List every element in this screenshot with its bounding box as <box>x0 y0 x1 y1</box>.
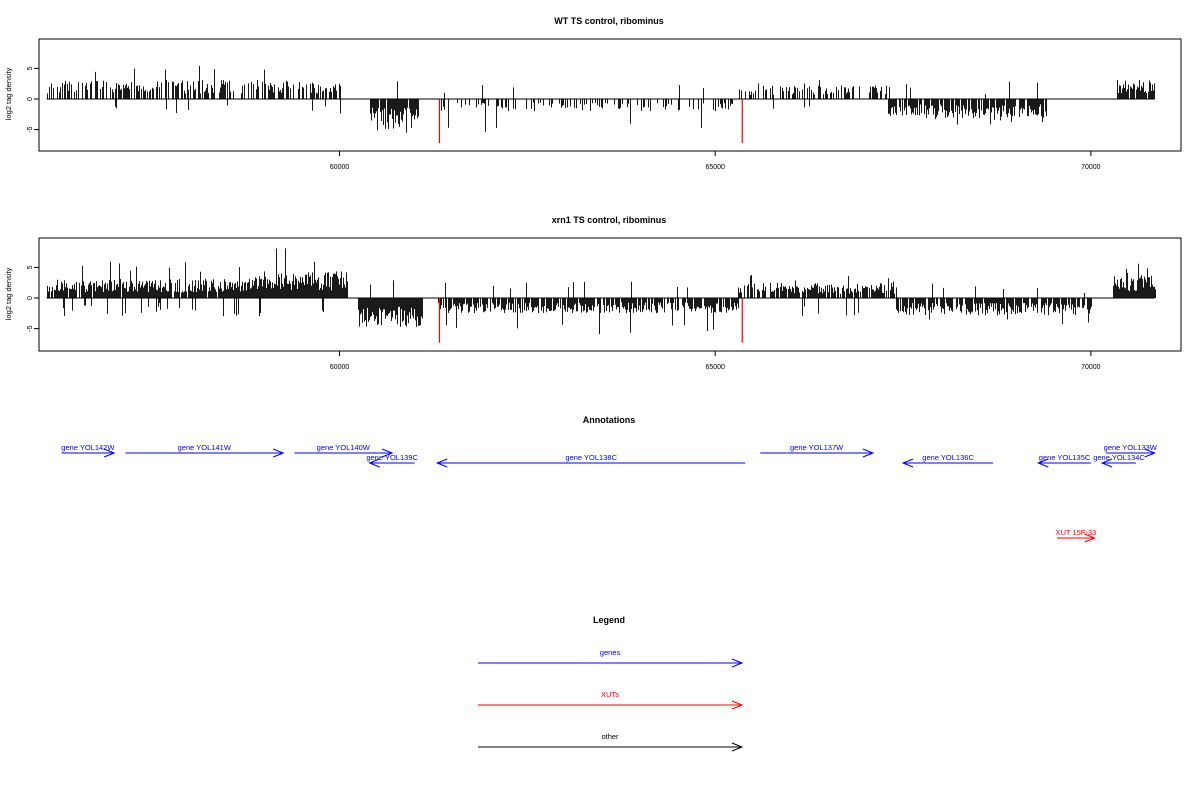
feature-label: gene YOL142W <box>61 443 115 452</box>
gene-feature: gene YOL134C <box>1093 453 1145 468</box>
xrn1-y-axis-label: log2 tag density <box>4 267 13 320</box>
x-tick-label: 60000 <box>330 364 350 371</box>
y-tick-label: -5 <box>27 325 34 331</box>
gene-feature: gene YOL133W <box>1104 443 1158 458</box>
xrn1-panel-title: xrn1 TS control, ribominus <box>552 215 667 225</box>
x-tick-label: 70000 <box>1081 364 1101 371</box>
xrn1-signal-bars <box>46 248 1156 343</box>
feature-arrowhead-icon <box>435 458 448 468</box>
feature-arrowhead-icon <box>381 448 394 458</box>
feature-arrowhead-icon <box>368 458 380 468</box>
x-tick-label: 65000 <box>705 364 725 371</box>
feature-label: XUT 15F-33 <box>1055 528 1096 537</box>
x-tick-label: 65000 <box>705 164 725 171</box>
xut-feature: XUT 15F-33 <box>1055 528 1096 543</box>
wt-panel-title: WT TS control, ribominus <box>554 16 664 26</box>
feature-label: gene YOL140W <box>317 443 371 452</box>
legend-arrowhead-icon <box>731 742 744 752</box>
xrn1-plot-box <box>38 237 1182 352</box>
feature-label: gene YOL133W <box>1104 443 1158 452</box>
wt-y-axis-label: log2 tag density <box>4 67 13 120</box>
y-tick-label: -5 <box>27 126 34 132</box>
gene-feature: gene YOL135C <box>1036 453 1091 468</box>
wt-density-panel: WT TS control, ribominus log2 tag densit… <box>4 16 1182 171</box>
feature-arrowhead-icon <box>103 448 116 458</box>
feature-arrowhead-icon <box>1100 458 1113 468</box>
gene-feature: gene YOL137W <box>760 443 875 458</box>
wt-axes: -5 0 5 60000 65000 70000 <box>27 66 1101 171</box>
feature-arrowhead-icon <box>272 448 285 458</box>
gene-feature: gene YOL141W <box>125 443 285 458</box>
feature-label: gene YOL138C <box>565 453 617 462</box>
feature-arrowhead-icon <box>901 458 914 468</box>
y-tick-label: 0 <box>27 296 34 300</box>
feature-label: gene YOL137W <box>790 443 844 452</box>
wt-signal-bars <box>46 65 1155 144</box>
xrn1-axes: -5 0 5 60000 65000 70000 <box>27 265 1101 371</box>
legend-entries: genes XUTs other <box>478 648 744 752</box>
annotation-features: gene YOL142W gene YOL141W gene YOL140Wgene… <box>61 443 1158 543</box>
feature-arrowhead-icon <box>1144 448 1157 458</box>
legend-label: genes <box>600 648 621 657</box>
legend-arrowhead-icon <box>731 658 744 668</box>
feature-arrowhead-icon <box>1084 533 1096 543</box>
legend-title: Legend <box>593 615 625 625</box>
feature-arrowhead-icon <box>862 448 875 458</box>
gene-feature: gene YOL140W <box>294 443 394 458</box>
gene-feature: gene YOL142W <box>61 443 116 458</box>
annotation-track: Annotations gene YOL142W gene YOL141W gene… <box>61 415 1158 543</box>
legend-arrowhead-icon <box>731 700 744 710</box>
feature-label: gene YOL134C <box>1093 453 1145 462</box>
x-tick-label: 70000 <box>1081 164 1101 171</box>
legend-entry: XUTs <box>478 690 744 710</box>
legend-label: other <box>601 732 619 741</box>
legend-entry: other <box>478 732 744 752</box>
y-tick-label: 5 <box>27 66 34 70</box>
feature-label: gene YOL141W <box>178 443 232 452</box>
x-tick-label: 60000 <box>330 164 350 171</box>
y-tick-label: 5 <box>27 265 34 269</box>
wt-plot-box <box>38 38 1182 152</box>
xrn1-density-panel: xrn1 TS control, ribominus log2 tag dens… <box>4 215 1182 371</box>
feature-label: gene YOL139C <box>366 453 418 462</box>
legend-entry: genes <box>478 648 744 668</box>
feature-arrowhead-icon <box>1036 458 1049 468</box>
y-tick-label: 0 <box>27 97 34 101</box>
legend: Legend genes XUTs other <box>478 615 744 752</box>
feature-label: gene YOL135C <box>1039 453 1091 462</box>
gene-feature: gene YOL138C <box>435 453 746 468</box>
feature-label: gene YOL136C <box>922 453 974 462</box>
gene-feature: gene YOL136C <box>901 453 994 468</box>
legend-label: XUTs <box>601 690 619 699</box>
annotations-title: Annotations <box>583 415 636 425</box>
gene-feature: gene YOL139C <box>366 453 418 468</box>
